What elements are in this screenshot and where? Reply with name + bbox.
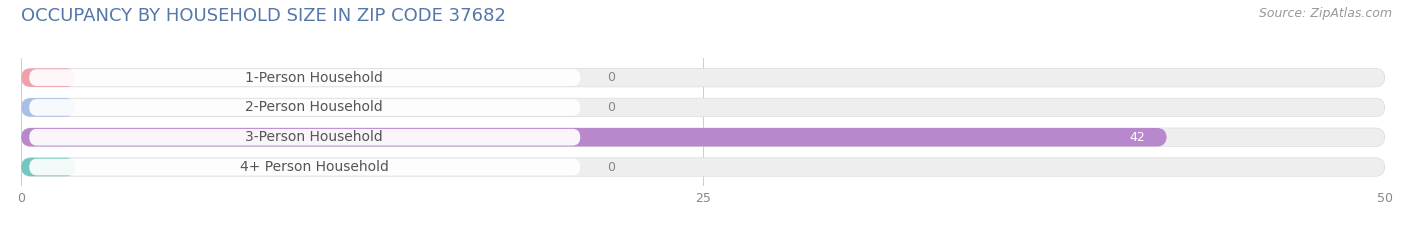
Text: 0: 0 xyxy=(607,101,616,114)
FancyBboxPatch shape xyxy=(30,69,581,86)
FancyBboxPatch shape xyxy=(21,68,1385,87)
FancyBboxPatch shape xyxy=(21,68,76,87)
Text: Source: ZipAtlas.com: Source: ZipAtlas.com xyxy=(1258,7,1392,20)
FancyBboxPatch shape xyxy=(21,128,1385,147)
FancyBboxPatch shape xyxy=(21,98,76,117)
FancyBboxPatch shape xyxy=(21,98,1385,117)
Text: 42: 42 xyxy=(1129,131,1144,144)
Text: OCCUPANCY BY HOUSEHOLD SIZE IN ZIP CODE 37682: OCCUPANCY BY HOUSEHOLD SIZE IN ZIP CODE … xyxy=(21,7,506,25)
Text: 4+ Person Household: 4+ Person Household xyxy=(240,160,388,174)
FancyBboxPatch shape xyxy=(21,128,1167,147)
Text: 0: 0 xyxy=(607,161,616,174)
FancyBboxPatch shape xyxy=(30,129,581,146)
Text: 3-Person Household: 3-Person Household xyxy=(246,130,384,144)
FancyBboxPatch shape xyxy=(21,158,1385,176)
Text: 1-Person Household: 1-Person Household xyxy=(246,71,384,85)
FancyBboxPatch shape xyxy=(21,158,76,176)
FancyBboxPatch shape xyxy=(30,159,581,175)
Text: 0: 0 xyxy=(607,71,616,84)
FancyBboxPatch shape xyxy=(30,99,581,116)
Text: 2-Person Household: 2-Person Household xyxy=(246,100,384,114)
